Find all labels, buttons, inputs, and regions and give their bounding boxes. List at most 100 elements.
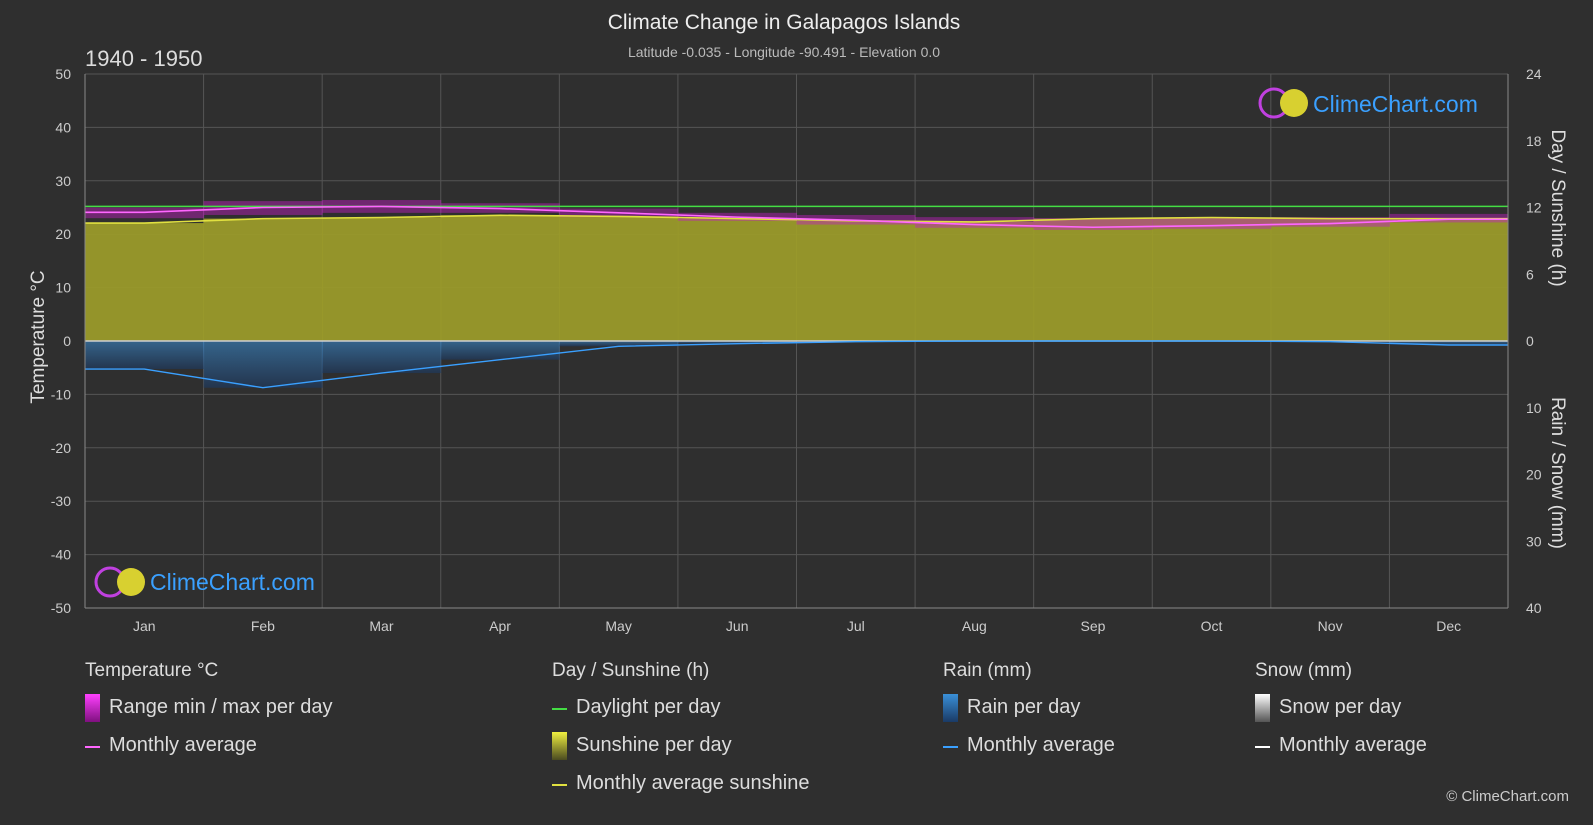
left-tick-label: -40 xyxy=(51,547,71,563)
month-tick-label: Oct xyxy=(1201,618,1223,634)
sunshine-avg-swatch xyxy=(552,784,567,786)
legend-item-rain-avg: Monthly average xyxy=(943,730,1115,768)
rain-bar xyxy=(440,341,560,360)
daylight-swatch xyxy=(552,708,567,710)
right-bottom-tick-label: 30 xyxy=(1526,533,1542,549)
left-tick-label: -10 xyxy=(51,386,71,402)
left-tick-label: -30 xyxy=(51,493,71,509)
legend-item-sunshine: Sunshine per day xyxy=(552,730,732,768)
legend-snow: Snow (mm) Snow per day Monthly average xyxy=(1255,660,1427,768)
left-tick-label: 10 xyxy=(55,280,71,296)
sunshine-area xyxy=(85,215,1509,341)
brand-sun-icon xyxy=(1280,89,1308,117)
sunshine-bar xyxy=(203,218,323,341)
sunshine-bar xyxy=(85,223,205,341)
legend-item-rain: Rain per day xyxy=(943,692,1080,730)
month-tick-label: Jun xyxy=(726,618,749,634)
month-tick-label: Feb xyxy=(251,618,275,634)
brand-logo-bottom[interactable]: ClimeChart.com xyxy=(94,566,315,598)
rain-avg-line xyxy=(85,340,1508,389)
rain-bars xyxy=(85,341,1509,388)
legend-item-sunshine-avg: Monthly average sunshine xyxy=(552,768,809,806)
rain-bar xyxy=(559,341,679,347)
month-tick-label: Dec xyxy=(1436,618,1461,634)
sunshine-avg-line xyxy=(85,214,1508,224)
sunshine-bar xyxy=(1033,218,1153,341)
legend-title-temperature: Temperature °C xyxy=(85,660,219,681)
chart-title: Climate Change in Galapagos Islands xyxy=(608,11,961,34)
rain-bar xyxy=(677,341,797,344)
temp-range-bar xyxy=(1152,218,1272,229)
month-tick-label: Aug xyxy=(962,618,987,634)
legend-item-temp-avg: Monthly average xyxy=(85,730,257,768)
chart-legend: Temperature °C Range min / max per day M… xyxy=(0,660,1593,810)
legend-sunshine: Day / Sunshine (h) Daylight per day Suns… xyxy=(552,660,809,806)
temp-range-bar xyxy=(1033,218,1153,230)
axes: 50 40 30 20 10 0 -10 -20 -30 -40 -50 24 18 12 6 0 10 20 30… xyxy=(51,66,1542,634)
sunshine-bar xyxy=(322,217,442,341)
rain-avg-swatch xyxy=(943,746,958,748)
right-top-tick-label: 12 xyxy=(1526,200,1542,216)
rain-bar xyxy=(322,341,442,374)
temp-avg-line xyxy=(85,205,1508,229)
rain-bar xyxy=(85,341,205,370)
temp-avg-swatch xyxy=(85,746,100,748)
sunshine-bar xyxy=(440,215,560,341)
series-lines xyxy=(85,205,1508,389)
legend-item-snow-avg: Monthly average xyxy=(1255,730,1427,768)
legend-title-rain: Rain (mm) xyxy=(943,660,1032,681)
month-tick-label: Mar xyxy=(369,618,393,634)
legend-item-snow: Snow per day xyxy=(1255,692,1401,730)
sunshine-bar xyxy=(1270,218,1390,341)
left-tick-label: 50 xyxy=(55,66,71,82)
legend-title-snow: Snow (mm) xyxy=(1255,660,1353,681)
legend-item-temp-range: Range min / max per day xyxy=(85,692,332,730)
brand-sun-icon xyxy=(117,568,145,596)
right-bottom-tick-label: 20 xyxy=(1526,467,1542,483)
right-top-tick-label: 0 xyxy=(1526,333,1534,349)
right-bottom-axis-label: Rain / Snow (mm) xyxy=(1547,397,1568,549)
rain-swatch xyxy=(943,694,958,722)
right-bottom-tick-label: 10 xyxy=(1526,400,1542,416)
sunshine-swatch xyxy=(552,732,567,760)
brand-logo-top[interactable]: ClimeChart.com xyxy=(1258,87,1478,119)
left-tick-label: 0 xyxy=(63,333,71,349)
sunshine-bar xyxy=(1389,218,1509,341)
chart-subtitle: Latitude -0.035 - Longitude -90.491 - El… xyxy=(628,44,940,60)
copyright-notice: © ClimeChart.com xyxy=(1446,788,1569,805)
left-tick-label: 20 xyxy=(55,226,71,242)
left-tick-label: 30 xyxy=(55,173,71,189)
temp-range-swatch xyxy=(85,694,100,722)
month-tick-label: May xyxy=(605,618,631,634)
right-top-tick-label: 24 xyxy=(1526,66,1542,82)
right-top-axis-label: Day / Sunshine (h) xyxy=(1547,129,1568,286)
left-tick-label: -20 xyxy=(51,440,71,456)
right-bottom-tick-label: 40 xyxy=(1526,600,1542,616)
snow-avg-swatch xyxy=(1255,746,1270,748)
temp-range-bar xyxy=(1270,217,1390,227)
month-tick-label: Apr xyxy=(489,618,511,634)
legend-title-sunshine: Day / Sunshine (h) xyxy=(552,660,710,681)
legend-temperature: Temperature °C Range min / max per day M… xyxy=(85,660,332,768)
sunshine-bar xyxy=(915,221,1035,341)
month-tick-label: Jan xyxy=(133,618,156,634)
left-axis-label: Temperature °C xyxy=(28,270,49,403)
brand-text-top: ClimeChart.com xyxy=(1313,91,1478,117)
sunshine-bar xyxy=(677,218,797,341)
rain-bar xyxy=(1389,341,1509,346)
sunshine-bar xyxy=(796,220,916,341)
snow-swatch xyxy=(1255,694,1270,722)
month-tick-label: Jul xyxy=(847,618,865,634)
brand-text-bottom: ClimeChart.com xyxy=(150,569,315,595)
right-top-tick-label: 6 xyxy=(1526,266,1534,282)
left-tick-label: 40 xyxy=(55,119,71,135)
rain-bar xyxy=(203,341,323,388)
legend-rain: Rain (mm) Rain per day Monthly average xyxy=(943,660,1115,768)
month-tick-label: Sep xyxy=(1080,618,1105,634)
month-tick-label: Nov xyxy=(1318,618,1343,634)
period-label: 1940 - 1950 xyxy=(85,46,202,71)
sunshine-bar xyxy=(559,216,679,341)
left-tick-label: -50 xyxy=(51,600,71,616)
